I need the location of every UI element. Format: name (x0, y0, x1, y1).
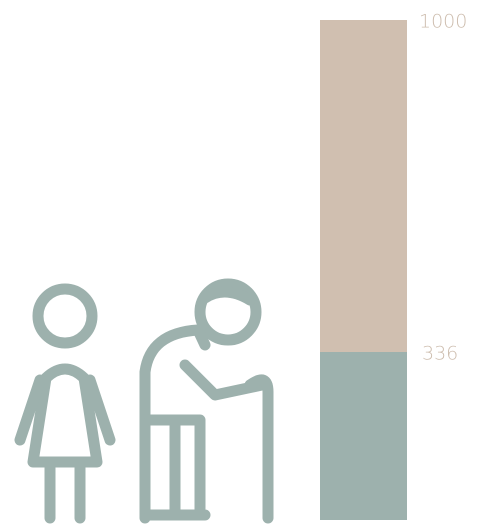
infographic: 1000 336 (0, 0, 477, 528)
woman-head (38, 289, 92, 343)
elderly-icons (20, 284, 268, 518)
value-label: 336 (422, 343, 458, 365)
man-hair (205, 292, 250, 300)
woman-legs (50, 468, 80, 518)
man-legs (150, 420, 205, 515)
bar-segment (320, 352, 407, 520)
cane (250, 380, 268, 518)
value-label: 1000 (419, 11, 467, 33)
